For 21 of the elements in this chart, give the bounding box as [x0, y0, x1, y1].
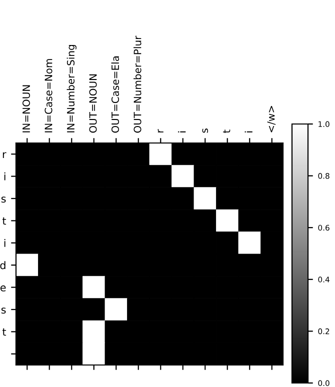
- x-tick-label: IN=Case=Nom: [44, 59, 52, 132]
- y-tick-label: i: [4, 172, 6, 180]
- y-tick-label: d: [0, 261, 6, 270]
- x-tick-label: </w>: [267, 106, 276, 132]
- y-tick-label: s: [1, 308, 6, 314]
- y-tick-label: r: [2, 152, 6, 158]
- x-tick-label: s: [202, 128, 208, 133]
- x-tick-label: OUT=Number=Plur: [134, 36, 142, 133]
- y-tick-label: i: [4, 238, 6, 247]
- y-tick-label: e: [0, 285, 6, 292]
- x-tick-label: IN=Number=Sing: [66, 45, 76, 132]
- x-tick-label: OUT=Case=Ela: [111, 56, 120, 133]
- x-tick-label: IN=NOUN: [22, 85, 30, 132]
- x-tick-label: t: [223, 130, 230, 134]
- x-tick-label: r: [158, 129, 164, 132]
- y-tick-label: t: [2, 217, 6, 225]
- x-tick-label: i: [244, 131, 252, 132]
- y-tick-label: s: [1, 196, 6, 203]
- x-tick-label: OUT=NOUN: [89, 74, 97, 133]
- x-tick-label: i: [178, 131, 186, 132]
- y-tick-label: t: [2, 328, 6, 336]
